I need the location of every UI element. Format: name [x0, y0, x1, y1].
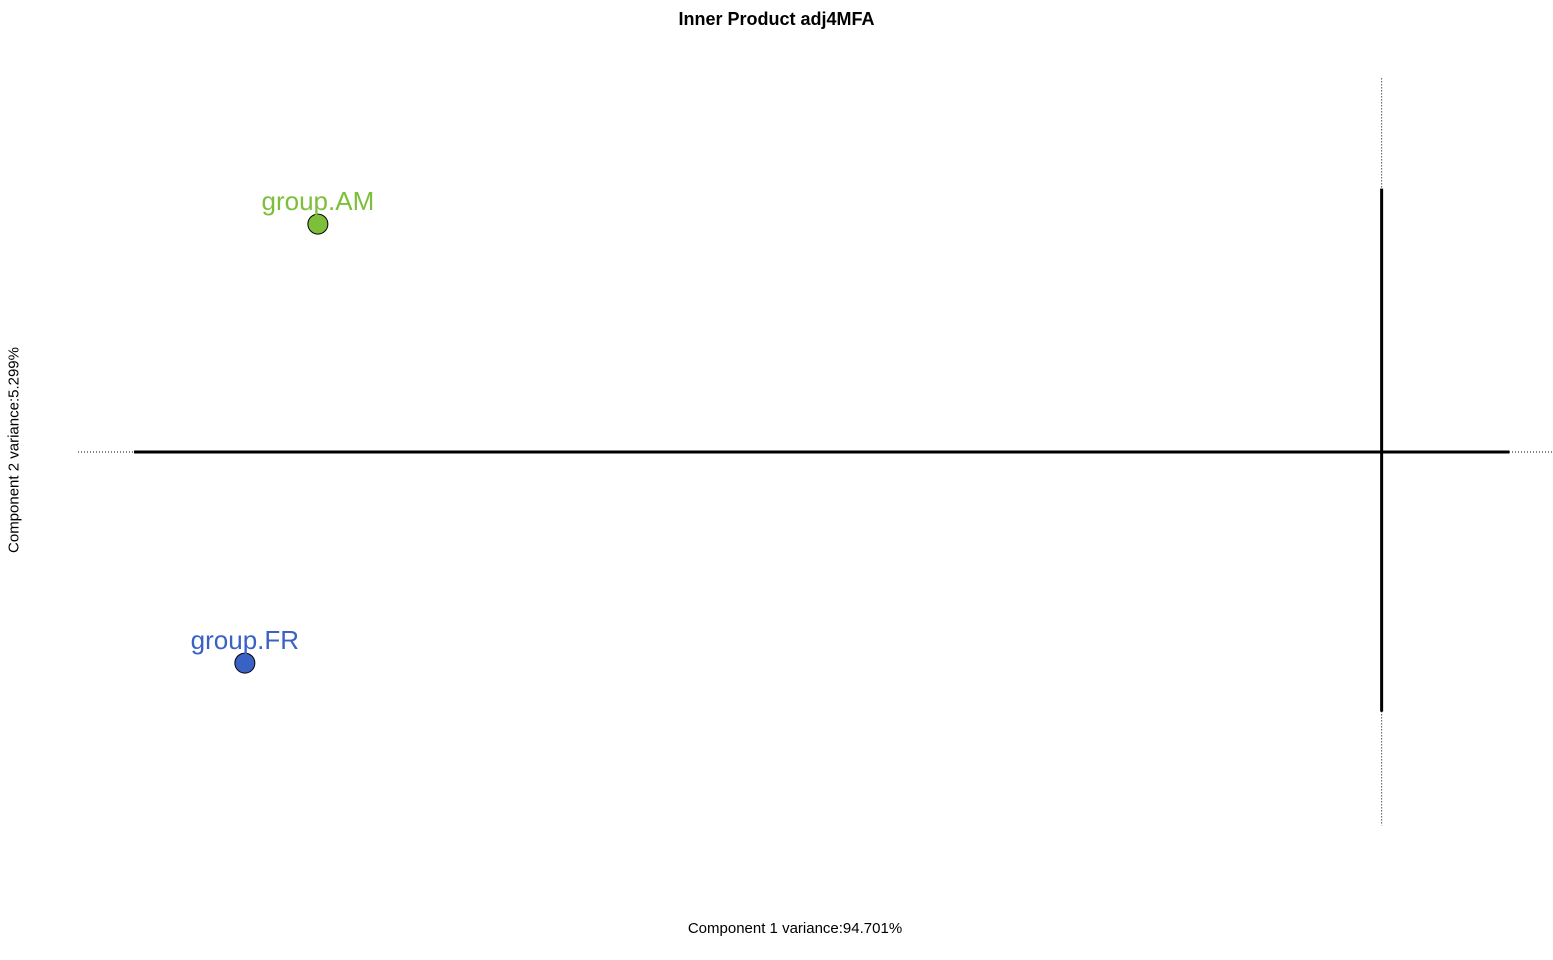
y-axis-label: Component 2 variance:5.299%	[5, 347, 23, 553]
chart-title: Inner Product adj4MFA	[678, 9, 875, 29]
axes-layer	[78, 78, 1553, 826]
data-label-group-fr: group.FR	[191, 625, 299, 655]
data-point-group-am	[307, 213, 329, 235]
points-layer: group.AM group.FR	[191, 186, 375, 674]
x-axis-label: Component 1 variance:94.701%	[687, 920, 903, 937]
data-label-group-am: group.AM	[262, 186, 375, 216]
y-axis-label-container: Component 2 variance:5.299%	[4, 200, 24, 700]
data-point-group-fr	[234, 652, 256, 674]
